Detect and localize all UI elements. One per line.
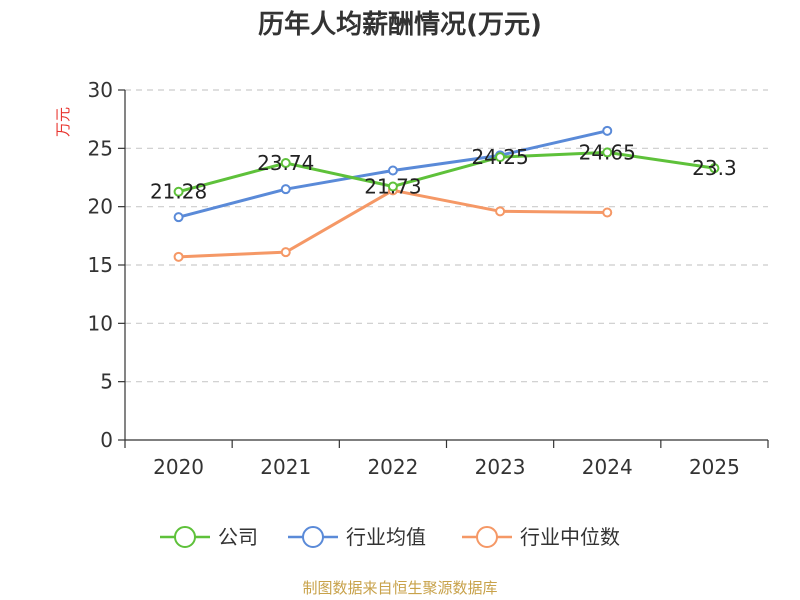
x-tick-label: 2020 xyxy=(153,455,204,479)
data-point xyxy=(280,184,291,195)
legend-item-2[interactable]: 行业中位数 xyxy=(462,525,620,549)
data-label: 23.74 xyxy=(257,151,314,175)
data-point xyxy=(495,152,506,163)
x-tick-label: 2023 xyxy=(475,455,526,479)
y-tick-label: 20 xyxy=(88,195,113,219)
data-point xyxy=(173,186,184,197)
data-point xyxy=(602,147,613,158)
gridlines xyxy=(125,89,768,383)
data-point xyxy=(280,158,291,169)
x-tick-label: 2024 xyxy=(582,455,633,479)
data-point xyxy=(173,212,184,223)
data-label: 24.25 xyxy=(471,145,528,169)
y-tick-label: 0 xyxy=(100,428,113,452)
data-point xyxy=(173,251,184,262)
y-tick-label: 30 xyxy=(88,78,113,102)
source-note: 制图数据来自恒生聚源数据库 xyxy=(302,579,497,597)
data-point xyxy=(387,165,398,176)
y-axis-label: 万元 xyxy=(54,107,72,137)
data-labels: 21.28 23.74 21.73 24.25 24.65 23.3 xyxy=(150,140,737,203)
data-point xyxy=(602,207,613,218)
y-tick-label: 25 xyxy=(88,136,113,160)
data-label: 21.28 xyxy=(150,180,207,204)
data-point xyxy=(602,125,613,136)
chart-title: 历年人均薪酬情况(万元) xyxy=(258,9,542,40)
legend-marker xyxy=(174,526,196,548)
series-lines xyxy=(173,125,720,262)
data-point xyxy=(387,181,398,192)
y-tick-label: 10 xyxy=(88,311,113,335)
data-label: 24.65 xyxy=(579,140,636,164)
x-tick-label: 2025 xyxy=(689,455,740,479)
legend-marker xyxy=(302,526,324,548)
legend-label: 行业中位数 xyxy=(520,525,620,549)
series-line-0 xyxy=(178,150,715,194)
y-tick-label: 15 xyxy=(88,253,113,277)
data-point xyxy=(280,247,291,258)
data-point xyxy=(495,206,506,217)
legend-item-1[interactable]: 行业均值 xyxy=(288,525,426,549)
legend-label: 行业均值 xyxy=(346,525,426,549)
data-label: 23.3 xyxy=(692,156,737,180)
legend-item-0[interactable]: 公司 xyxy=(160,525,258,549)
data-label: 21.73 xyxy=(364,174,421,198)
y-tick-label: 5 xyxy=(100,370,113,394)
legend[interactable]: 公司 行业均值 行业中位数 xyxy=(160,525,620,549)
legend-label: 公司 xyxy=(218,525,258,549)
x-tick-label: 2022 xyxy=(367,455,418,479)
data-point xyxy=(709,163,720,174)
x-tick-label: 2021 xyxy=(260,455,311,479)
legend-marker xyxy=(476,526,498,548)
